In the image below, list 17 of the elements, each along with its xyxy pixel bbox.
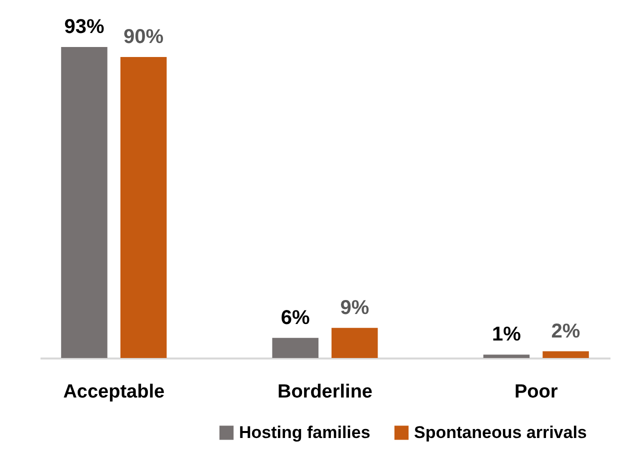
legend-label: Spontaneous arrivals — [414, 422, 587, 442]
data-label: 9% — [340, 296, 370, 319]
bar — [272, 338, 318, 358]
data-label: 90% — [124, 26, 164, 48]
bar — [61, 47, 108, 358]
bar — [120, 57, 167, 358]
legend-label: Hosting families — [239, 422, 370, 442]
x-tick-label: Acceptable — [63, 382, 165, 402]
data-label: 93% — [64, 16, 104, 38]
x-tick-label: Borderline — [277, 382, 373, 402]
bar — [483, 354, 530, 358]
data-label: 6% — [280, 306, 310, 329]
data-label: 1% — [492, 324, 522, 346]
bar — [332, 328, 378, 358]
bar — [542, 351, 589, 358]
data-label: 2% — [551, 320, 580, 342]
x-tick-label: Poor — [514, 382, 558, 402]
